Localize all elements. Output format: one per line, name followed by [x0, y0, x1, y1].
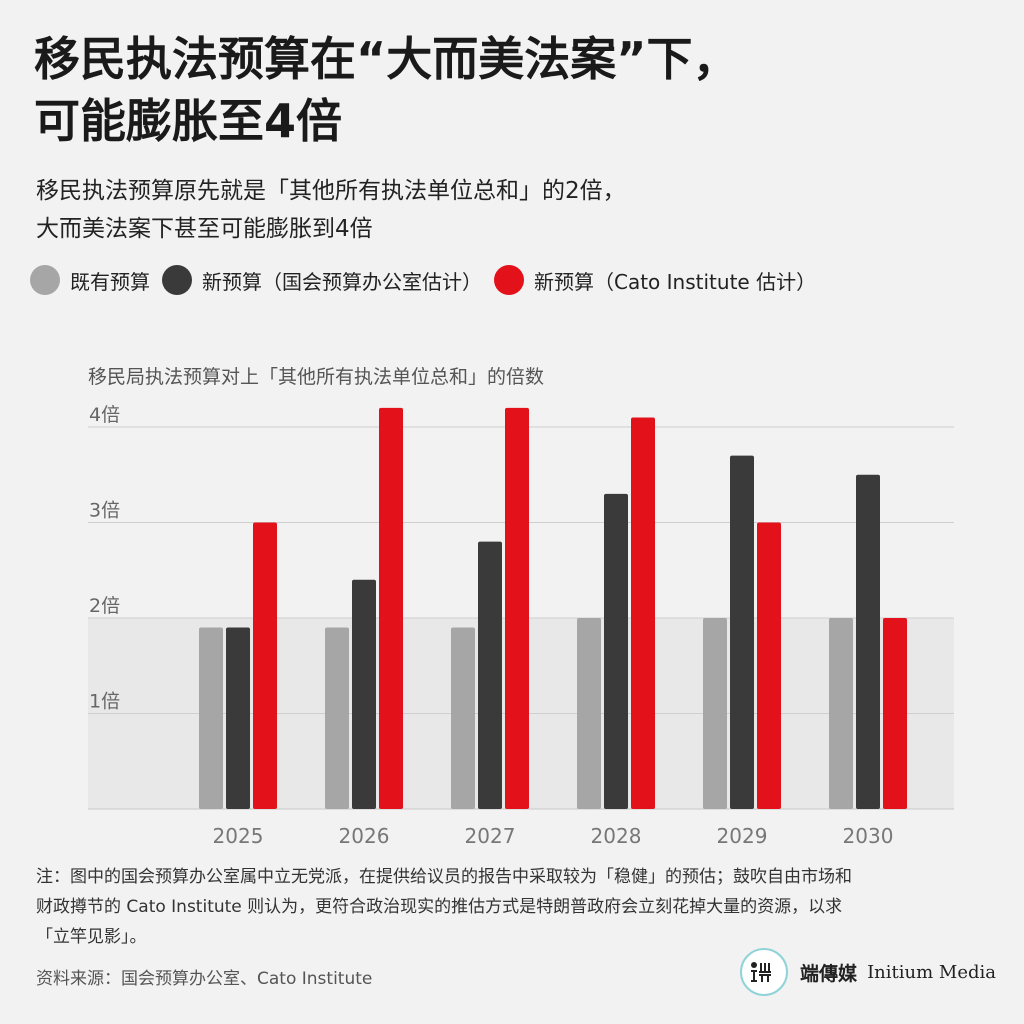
bar-2028-series-1 — [604, 493, 628, 809]
subtitle-line-2: 大而美法案下甚至可能膨胀到4倍 — [36, 216, 373, 242]
legend-item-cato: 新预算（Cato Institute 估计） — [494, 265, 816, 295]
footnote-line-1: 注：图中的国会预算办公室属中立无党派，在提供给议员的报告中采取较为「稳健」的预估… — [36, 867, 852, 887]
bar-2025-series-1 — [226, 627, 250, 809]
title-line-2: 可能膨胀至4倍 — [34, 94, 343, 148]
bar-2030-series-2 — [883, 618, 907, 809]
source-text: 资料来源：国会预算办公室、Cato Institute — [36, 969, 373, 989]
chart-inner-title: 移民局执法预算对上「其他所有执法单位总和」的倍数 — [88, 366, 544, 388]
brand-name-en: Initium Media — [867, 961, 996, 983]
brand: 端傳媒 Initium Media — [740, 948, 996, 996]
y-tick-label: 4倍 — [89, 404, 120, 426]
bar-2025-series-2 — [253, 522, 277, 809]
chart-title: 移民执法预算在“大而美法案”下， 可能膨胀至4倍 — [34, 28, 994, 152]
brand-name-cn: 端傳媒 — [800, 962, 858, 985]
bar-chart: 移民局执法预算对上「其他所有执法单位总和」的倍数 1倍 2倍 3倍 4倍 2025 202… — [88, 366, 954, 848]
legend-label-cato: 新预算（Cato Institute 估计） — [534, 269, 817, 294]
x-tick-label: 2026 — [339, 824, 390, 848]
bar-2028-series-0 — [577, 618, 601, 809]
subtitle-line-1: 移民执法预算原先就是「其他所有执法单位总和」的2倍， — [36, 178, 626, 204]
y-tick-label: 2倍 — [89, 595, 120, 617]
x-tick-label: 2027 — [465, 824, 516, 848]
legend: 既有预算 新预算（国会预算办公室估计） 新预算（Cato Institute 估… — [30, 262, 828, 298]
footnote-line-2: 财政撙节的 Cato Institute 则认为，更符合政治现实的推估方式是特朗… — [36, 897, 843, 917]
bar-2030-series-0 — [829, 618, 853, 809]
bar-2025-series-0 — [199, 627, 223, 809]
x-tick-label: 2028 — [591, 824, 642, 848]
legend-swatch-cbo — [162, 265, 192, 295]
footnote-line-3: 「立竿见影」。 — [36, 927, 147, 947]
x-tick-label: 2030 — [843, 824, 894, 848]
bar-2027-series-2 — [505, 407, 529, 809]
legend-swatch-cato — [494, 265, 524, 295]
x-tick-label: 2025 — [213, 824, 264, 848]
y-tick-label: 3倍 — [89, 500, 120, 522]
footnote: 注：图中的国会预算办公室属中立无党派，在提供给议员的报告中采取较为「稳健」的预估… — [36, 862, 996, 952]
legend-item-cbo: 新预算（国会预算办公室估计） — [162, 265, 482, 295]
bar-2027-series-1 — [478, 541, 502, 809]
bar-2026-series-1 — [352, 579, 376, 809]
bar-2028-series-2 — [631, 417, 655, 809]
bar-2029-series-0 — [703, 618, 727, 809]
chart-subtitle: 移民执法预算原先就是「其他所有执法单位总和」的2倍， 大而美法案下甚至可能膨胀到… — [36, 172, 976, 248]
legend-swatch-existing — [30, 265, 60, 295]
y-tick-label: 1倍 — [89, 691, 120, 713]
bar-2026-series-0 — [325, 627, 349, 809]
legend-item-existing: 既有预算 — [30, 265, 150, 295]
title-line-1: 移民执法预算在“大而美法案”下， — [34, 32, 739, 86]
legend-label-cbo: 新预算（国会预算办公室估计） — [202, 269, 482, 294]
bar-2026-series-2 — [379, 407, 403, 809]
bar-2030-series-1 — [856, 474, 880, 809]
bar-2027-series-0 — [451, 627, 475, 809]
bar-2029-series-1 — [730, 455, 754, 809]
x-tick-label: 2029 — [717, 824, 768, 848]
legend-label-existing: 既有预算 — [70, 269, 150, 294]
brand-logo-icon — [740, 948, 789, 996]
bar-2029-series-2 — [757, 522, 781, 809]
